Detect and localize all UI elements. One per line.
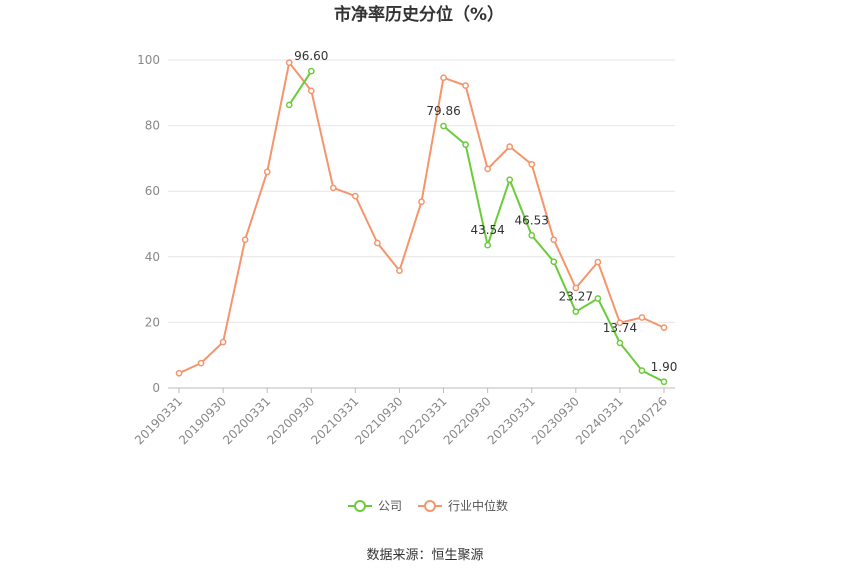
data-point[interactable] [594,258,602,266]
data-point[interactable] [616,319,624,327]
data-point[interactable] [594,295,602,302]
data-label: 13.74 [603,321,637,335]
legend-swatch-marker [354,500,366,512]
data-point[interactable] [329,184,337,192]
data-point[interactable] [418,198,425,206]
data-point[interactable] [263,168,271,176]
data-point[interactable] [572,308,580,316]
legend-item-0[interactable]: 公司 [348,499,402,513]
data-label: 43.54 [470,223,504,237]
data-point[interactable] [484,165,491,173]
y-tick-label: 80 [145,119,160,133]
data-point[interactable] [638,367,646,374]
series-layer [175,59,668,386]
x-axis: 2019033120190930202003312020093020210331… [132,388,670,447]
data-point[interactable] [440,122,447,130]
data-labels: 96.60 79.86 43.54 46.53 23.27 13.74 1.90 [294,49,677,374]
data-point[interactable] [528,232,536,239]
source-note: 数据来源：恒生聚源 [366,548,483,563]
data-label: 79.86 [426,104,460,118]
data-point[interactable] [616,339,624,347]
data-point[interactable] [440,74,447,82]
data-point[interactable] [638,314,646,321]
data-point[interactable] [175,369,183,377]
chart-title: 市净率历史分位（%） [334,4,504,25]
data-point[interactable] [307,87,315,95]
data-point[interactable] [528,160,536,168]
data-point[interactable] [484,241,491,249]
data-point[interactable] [197,359,205,367]
legend-label: 公司 [378,499,402,513]
data-point[interactable] [462,141,469,148]
data-label: 96.60 [294,49,328,63]
y-tick-label: 20 [145,315,160,329]
data-label: 1.90 [651,360,678,374]
y-tick-label: 60 [145,184,160,198]
data-point[interactable] [307,67,315,75]
x-tick-label: 20240726 [617,394,670,447]
data-point[interactable] [462,82,469,89]
y-axis: 0 20 40 60 80 100 [137,53,160,395]
y-tick-label: 0 [152,381,160,395]
series-line-1 [178,61,665,375]
data-point[interactable] [550,236,558,244]
legend-label: 行业中位数 [448,498,508,513]
data-point[interactable] [550,258,558,266]
data-point[interactable] [241,236,249,244]
y-tick-label: 40 [145,250,160,264]
y-tick-label: 100 [137,53,160,67]
data-point[interactable] [374,239,381,247]
legend-swatch-marker [424,500,436,512]
data-point[interactable] [285,101,293,109]
data-point[interactable] [285,59,293,66]
data-point[interactable] [396,267,403,274]
legend-item-1[interactable]: 行业中位数 [418,498,508,513]
data-point[interactable] [506,143,514,150]
data-point[interactable] [660,378,668,386]
legend[interactable]: 公司 行业中位数 [348,498,508,513]
data-label: 23.27 [559,290,593,304]
data-point[interactable] [219,338,227,346]
grid [168,59,675,389]
data-point[interactable] [352,192,359,200]
data-point[interactable] [660,324,668,331]
data-label: 46.53 [515,213,549,227]
data-point[interactable] [506,176,514,184]
data-point[interactable] [572,284,580,292]
